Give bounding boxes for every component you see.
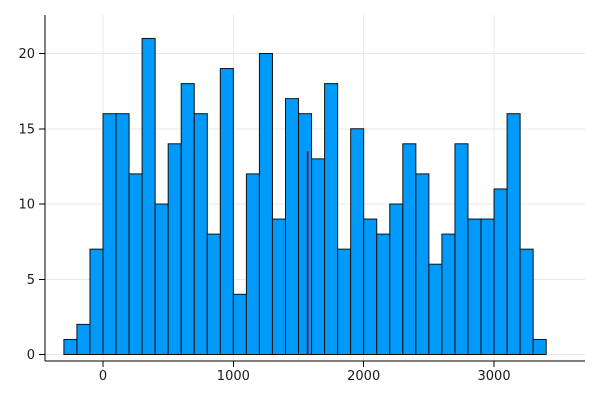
histogram-bar (337, 248, 352, 355)
histogram-bar (532, 338, 547, 356)
histogram-bar (115, 113, 130, 355)
histogram-bar (284, 98, 300, 356)
histogram-bar (63, 338, 78, 356)
histogram-bar (102, 113, 117, 355)
histogram-bar (389, 203, 404, 355)
histogram-bar (271, 218, 286, 355)
histogram-bar (415, 173, 430, 355)
histogram-bar (128, 173, 143, 355)
histogram-bar (89, 248, 104, 355)
x-tick-label: 2000 (347, 369, 380, 384)
histogram-bar (219, 68, 234, 356)
histogram-bar (376, 233, 391, 356)
histogram-bar (193, 113, 208, 355)
y-tick-label: 5 (27, 273, 35, 288)
histogram-bar (428, 263, 443, 356)
x-tick-label: 3000 (478, 369, 511, 384)
histogram-bar (506, 113, 521, 355)
x-tick-label: 1000 (217, 369, 250, 384)
histogram-bar (467, 218, 482, 355)
histogram-bar (519, 248, 534, 355)
histogram-bar (363, 218, 378, 355)
y-tick-label: 20 (18, 47, 35, 62)
histogram-bar (350, 128, 365, 355)
histogram-bar (493, 188, 508, 355)
histogram-bar (258, 53, 273, 355)
histogram-bar (232, 293, 247, 355)
histogram-bar (402, 143, 417, 355)
histogram-bar (154, 203, 169, 355)
y-tick-label: 0 (27, 348, 35, 363)
y-tick-label: 10 (18, 198, 35, 213)
histogram-bar (324, 83, 339, 355)
histogram-bar (141, 37, 156, 355)
histogram-bar (206, 233, 221, 356)
histogram-bar (311, 158, 326, 355)
y-tick-label: 15 (18, 122, 35, 137)
histogram-bar (245, 173, 260, 355)
histogram-bar (298, 113, 313, 355)
histogram-bar (167, 143, 182, 355)
histogram-bar (454, 143, 469, 355)
histogram-bar (180, 83, 195, 355)
histogram-bar (76, 323, 91, 355)
histogram-bar (480, 218, 495, 355)
x-tick-label: 0 (99, 369, 107, 384)
histogram-bar (441, 233, 456, 356)
